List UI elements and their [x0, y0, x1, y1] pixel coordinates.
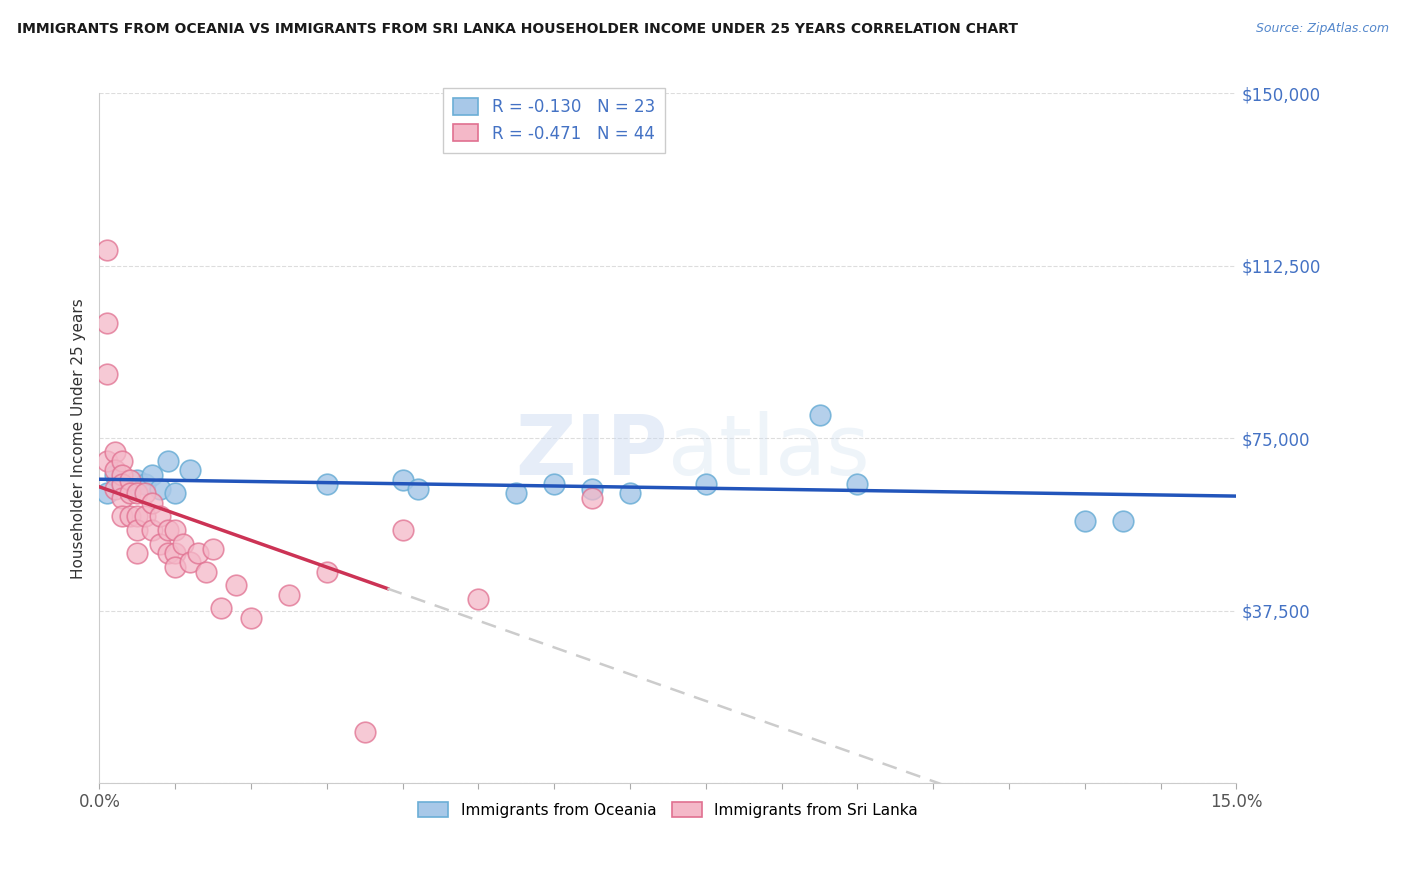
Point — [391, 523, 413, 537]
Point — [808, 408, 831, 422]
Point — [141, 467, 163, 482]
Point — [240, 610, 263, 624]
Point — [111, 509, 134, 524]
Point — [209, 601, 232, 615]
Text: IMMIGRANTS FROM OCEANIA VS IMMIGRANTS FROM SRI LANKA HOUSEHOLDER INCOME UNDER 25: IMMIGRANTS FROM OCEANIA VS IMMIGRANTS FR… — [17, 22, 1018, 37]
Point — [315, 477, 337, 491]
Point — [156, 454, 179, 468]
Point — [846, 477, 869, 491]
Point — [467, 592, 489, 607]
Point — [111, 491, 134, 505]
Point — [202, 541, 225, 556]
Point — [165, 546, 187, 560]
Legend: Immigrants from Oceania, Immigrants from Sri Lanka: Immigrants from Oceania, Immigrants from… — [412, 796, 924, 823]
Point — [104, 445, 127, 459]
Point — [118, 486, 141, 500]
Point — [149, 537, 172, 551]
Point — [96, 486, 118, 500]
Point — [127, 473, 149, 487]
Text: ZIP: ZIP — [516, 411, 668, 492]
Point — [225, 578, 247, 592]
Point — [315, 565, 337, 579]
Point — [149, 509, 172, 524]
Point — [165, 486, 187, 500]
Point — [695, 477, 717, 491]
Point — [156, 523, 179, 537]
Point — [134, 486, 156, 500]
Point — [104, 467, 127, 482]
Point — [179, 463, 201, 477]
Point — [353, 725, 375, 739]
Text: atlas: atlas — [668, 411, 870, 492]
Point — [1074, 514, 1097, 528]
Point — [1112, 514, 1135, 528]
Point — [391, 473, 413, 487]
Point — [141, 495, 163, 509]
Point — [194, 565, 217, 579]
Point — [149, 482, 172, 496]
Point — [127, 509, 149, 524]
Point — [179, 555, 201, 569]
Point — [505, 486, 527, 500]
Point — [96, 454, 118, 468]
Point — [619, 486, 641, 500]
Point — [127, 523, 149, 537]
Point — [96, 367, 118, 381]
Point — [96, 243, 118, 257]
Point — [172, 537, 194, 551]
Point — [111, 477, 134, 491]
Point — [165, 523, 187, 537]
Point — [104, 482, 127, 496]
Y-axis label: Householder Income Under 25 years: Householder Income Under 25 years — [72, 298, 86, 579]
Point — [134, 477, 156, 491]
Point — [118, 482, 141, 496]
Point — [104, 463, 127, 477]
Point — [278, 588, 301, 602]
Point — [118, 509, 141, 524]
Point — [581, 482, 603, 496]
Point — [543, 477, 565, 491]
Point — [118, 473, 141, 487]
Point — [581, 491, 603, 505]
Point — [156, 546, 179, 560]
Point — [96, 316, 118, 330]
Point — [406, 482, 429, 496]
Point — [111, 477, 134, 491]
Text: Source: ZipAtlas.com: Source: ZipAtlas.com — [1256, 22, 1389, 36]
Point — [111, 467, 134, 482]
Point — [134, 509, 156, 524]
Point — [141, 523, 163, 537]
Point — [187, 546, 209, 560]
Point — [111, 454, 134, 468]
Point — [127, 486, 149, 500]
Point — [127, 546, 149, 560]
Point — [165, 560, 187, 574]
